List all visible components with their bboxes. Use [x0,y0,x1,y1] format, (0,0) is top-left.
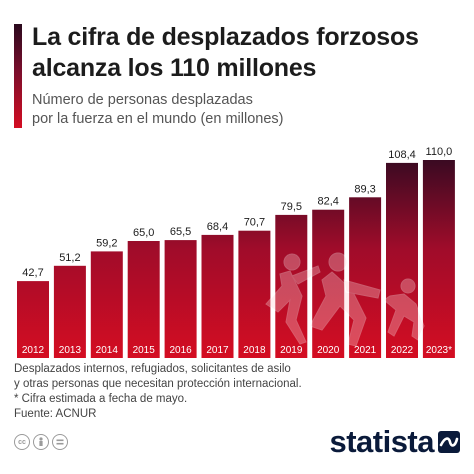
bar-2020 [312,209,345,358]
bar-2016 [164,240,197,358]
category-label-2015: 2015 [133,345,156,356]
bar-2023* [422,160,455,358]
bar-2013 [53,265,86,358]
bar-2014 [90,251,123,358]
category-label-2012: 2012 [22,345,45,356]
value-label-2012: 42,7 [22,267,43,279]
source-line: Fuente: ACNUR [14,408,97,420]
attribution-icon[interactable] [33,434,49,450]
chart-title: La cifra de desplazados forzosos alcanza… [32,22,462,84]
category-label-2016: 2016 [169,345,192,356]
category-label-2020: 2020 [317,345,340,356]
category-label-2019: 2019 [280,345,303,356]
title-line-1: La cifra de desplazados forzosos [32,23,419,51]
brand-name: statista [329,424,434,459]
footnote-line-1: Desplazados internos, refugiados, solici… [14,363,291,375]
bar-2019 [275,214,308,358]
category-label-2017: 2017 [206,345,229,356]
bar-2022 [386,162,418,358]
value-label-2016: 65,5 [170,226,191,238]
category-label-2013: 2013 [59,345,82,356]
category-label-2023*: 2023* [426,345,452,356]
subtitle-line-1: Número de personas desplazadas [32,92,253,108]
bar-2015 [127,241,160,358]
statista-logo[interactable]: statista [329,424,460,460]
category-label-2021: 2021 [354,345,377,356]
value-label-2013: 51,2 [59,252,80,264]
value-label-2018: 70,7 [244,217,265,229]
bar-2017 [201,234,234,358]
noderivs-icon[interactable] [52,434,68,450]
footnote-line-3: * Cifra estimada a fecha de mayo. [14,393,188,405]
chart-subtitle: Número de personas desplazadas por la fu… [32,91,462,129]
value-label-2019: 79,5 [281,201,302,213]
footnote: Desplazados internos, refugiados, solici… [14,362,464,422]
value-label-2020: 82,4 [317,196,338,208]
value-label-2015: 65,0 [133,227,154,239]
refugee-silhouette-illustration [265,252,425,347]
accent-bar [14,24,22,128]
bar-2021 [349,197,382,358]
category-label-2018: 2018 [243,345,266,356]
cc-icon[interactable]: cc [14,434,30,450]
category-label-2014: 2014 [96,345,119,356]
subtitle-line-2: por la fuerza en el mundo (en millones) [32,111,284,127]
bar-2018 [238,230,271,358]
value-label-2017: 68,4 [207,221,228,233]
value-label-2014: 59,2 [96,237,117,249]
license-icons[interactable]: cc [14,434,68,450]
value-label-2023*: 110,0 [426,146,453,158]
bar-2012 [17,281,49,358]
statista-wave-icon [438,431,460,453]
value-label-2022: 108,4 [388,149,416,161]
footnote-line-2: y otras personas que necesitan protecció… [14,378,302,390]
title-line-2: alcanza los 110 millones [32,54,317,82]
value-label-2021: 89,3 [354,183,375,195]
category-label-2022: 2022 [391,345,414,356]
